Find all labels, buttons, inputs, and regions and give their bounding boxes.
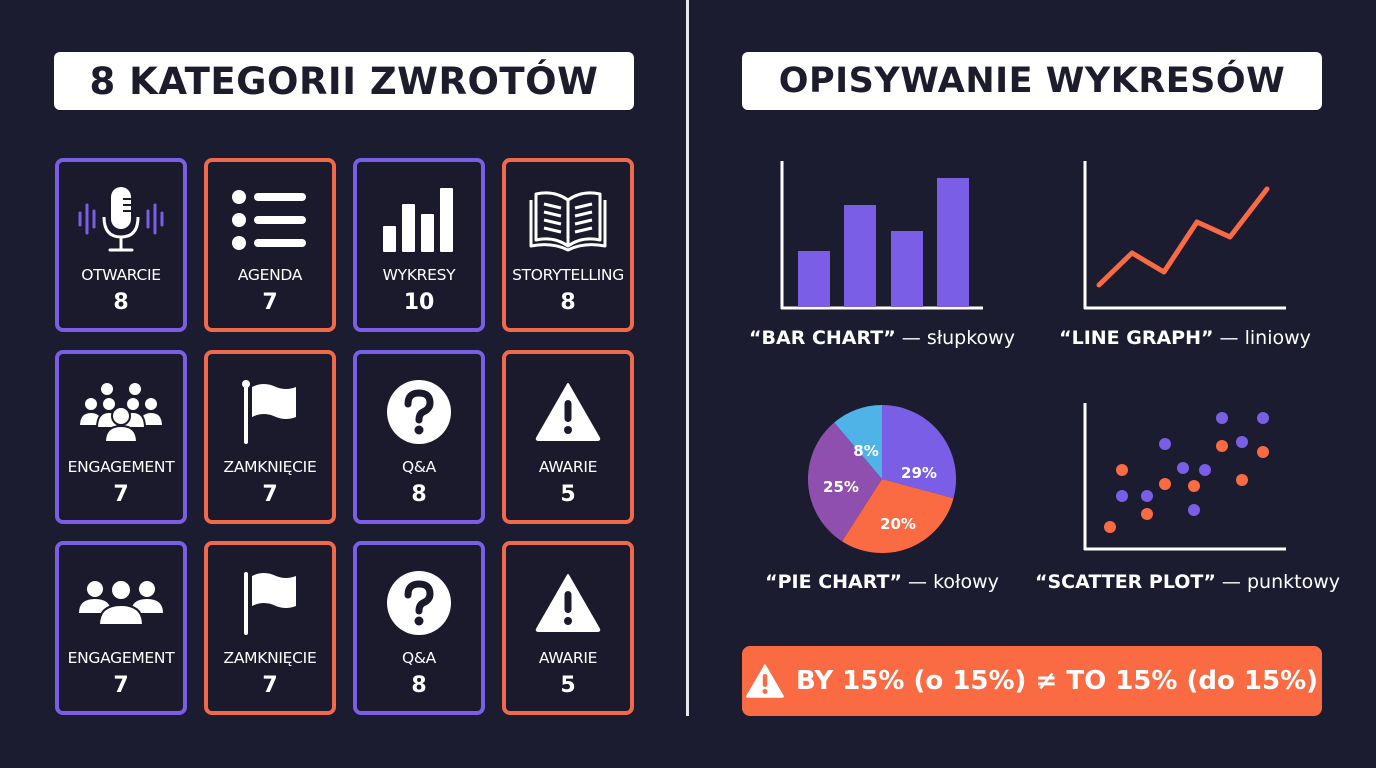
line-graph-term: “LINE GRAPH” <box>1059 327 1214 349</box>
line-graph-translation: liniowy <box>1244 327 1311 349</box>
open-book-icon <box>506 180 630 260</box>
pie-chart-translation: kołowy <box>933 571 999 593</box>
bar-chart-translation: słupkowy <box>926 327 1015 349</box>
warning-icon <box>506 372 630 452</box>
bar-chart-caption: “BAR CHART” — słupkowy <box>749 327 1015 349</box>
category-count: 7 <box>113 482 129 507</box>
category-card-zamkniecie: ZAMKNIĘCIE 7 <box>204 350 336 524</box>
category-count: 7 <box>262 482 278 507</box>
right-title-text: OPISYWANIE WYKRESÓW <box>778 61 1286 101</box>
microphone-icon <box>59 180 183 260</box>
warning-banner: BY 15% (o 15%) ≠ TO 15% (do 15%) <box>742 646 1322 716</box>
warning-icon <box>746 664 784 698</box>
category-label: Q&A <box>402 458 436 476</box>
category-card-awarie: AWARIE 5 <box>502 350 634 524</box>
pie-chart-illustration: 8% 29% 25% 20% <box>807 405 957 554</box>
line-graph-caption: “LINE GRAPH” — liniowy <box>1059 327 1311 349</box>
group-icon <box>59 563 183 643</box>
category-label: STORYTELLING <box>512 266 624 284</box>
category-label: ZAMKNIĘCIE <box>223 649 317 667</box>
category-card-wykresy: WYKRESY 10 <box>353 158 485 332</box>
category-count: 5 <box>560 673 576 698</box>
question-icon <box>357 372 481 452</box>
scatter-plot-translation: punktowy <box>1246 571 1340 593</box>
category-count: 7 <box>262 290 278 315</box>
pie-chart-term: “PIE CHART” <box>765 571 902 593</box>
category-count: 8 <box>411 482 427 507</box>
flag-icon <box>208 563 332 643</box>
category-card-awarie-2: AWARIE 5 <box>502 541 634 715</box>
bar-chart-illustration <box>780 161 983 310</box>
pie-label-25: 25% <box>823 478 859 496</box>
right-panel-title: OPISYWANIE WYKRESÓW <box>742 52 1322 110</box>
category-card-storytelling: STORYTELLING 8 <box>502 158 634 332</box>
category-count: 10 <box>403 290 435 315</box>
category-count: 7 <box>113 673 129 698</box>
category-count: 5 <box>560 482 576 507</box>
category-label: WYKRESY <box>382 266 456 284</box>
category-count: 8 <box>113 290 129 315</box>
warning-text: BY 15% (o 15%) ≠ TO 15% (do 15%) <box>795 666 1319 696</box>
category-label: AWARIE <box>538 458 598 476</box>
category-card-agenda: AGENDA 7 <box>204 158 336 332</box>
bar-chart-icon <box>357 180 481 260</box>
category-card-zamkniecie-2: ZAMKNIĘCIE 7 <box>204 541 336 715</box>
question-icon <box>357 563 481 643</box>
list-icon <box>208 180 332 260</box>
left-panel-title: 8 KATEGORII ZWROTÓW <box>54 52 634 110</box>
category-card-engagement-2: ENGAGEMENT 7 <box>55 541 187 715</box>
category-count: 8 <box>560 290 576 315</box>
category-count: 8 <box>411 673 427 698</box>
scatter-plot-illustration <box>1083 403 1286 551</box>
category-label: ZAMKNIĘCIE <box>223 458 317 476</box>
warning-icon <box>506 563 630 643</box>
flag-icon <box>208 372 332 452</box>
scatter-plot-caption: “SCATTER PLOT” — punktowy <box>1035 571 1340 593</box>
crowd-icon <box>59 372 183 452</box>
category-label: Q&A <box>402 649 436 667</box>
category-card-qa: Q&A 8 <box>353 350 485 524</box>
bar-chart-term: “BAR CHART” <box>749 327 896 349</box>
pie-label-20: 20% <box>880 515 916 533</box>
pie-label-8: 8% <box>853 442 878 460</box>
line-graph-illustration <box>1083 161 1286 310</box>
category-label: AWARIE <box>538 649 598 667</box>
category-label: OTWARCIE <box>81 266 161 284</box>
category-count: 7 <box>262 673 278 698</box>
pie-chart-caption: “PIE CHART” — kołowy <box>765 571 999 593</box>
pie-label-29: 29% <box>901 464 937 482</box>
panel-divider <box>686 0 689 716</box>
category-card-engagement: ENGAGEMENT 7 <box>55 350 187 524</box>
category-card-otwarcie: OTWARCIE 8 <box>55 158 187 332</box>
category-label: ENGAGEMENT <box>67 458 175 476</box>
left-title-text: 8 KATEGORII ZWROTÓW <box>89 59 599 103</box>
category-label: AGENDA <box>237 266 303 284</box>
category-label: ENGAGEMENT <box>67 649 175 667</box>
category-card-qa-2: Q&A 8 <box>353 541 485 715</box>
scatter-plot-term: “SCATTER PLOT” <box>1035 571 1216 593</box>
